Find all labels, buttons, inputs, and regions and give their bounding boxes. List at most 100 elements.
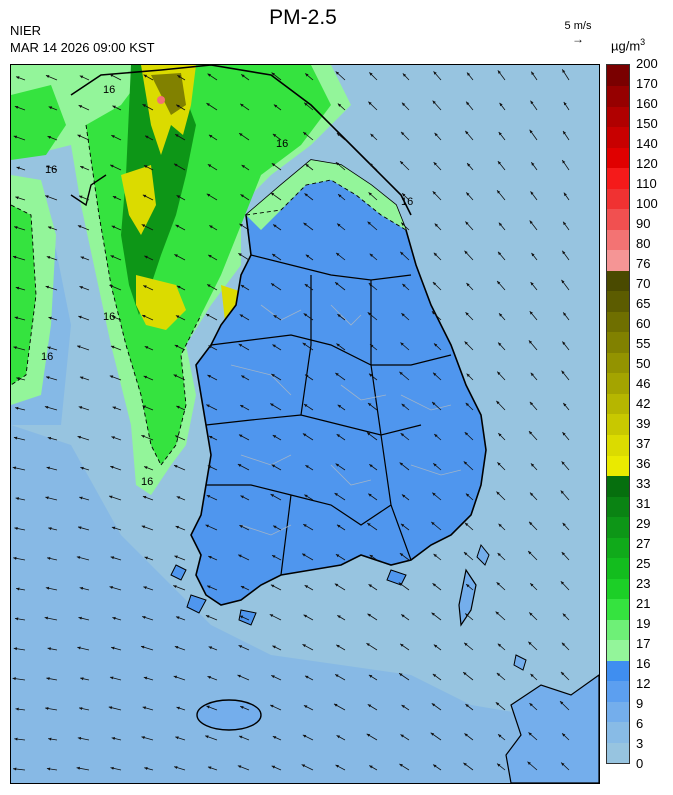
wind-arrowhead bbox=[238, 253, 242, 257]
wind-arrowhead bbox=[497, 643, 502, 647]
wind-arrowhead bbox=[208, 345, 213, 349]
wind-arrowhead bbox=[434, 434, 438, 438]
wind-arrowhead bbox=[239, 223, 243, 227]
wind-arrowhead bbox=[143, 74, 148, 78]
wind-arrowhead bbox=[48, 316, 52, 320]
wind-arrowhead bbox=[273, 104, 278, 108]
legend-tick-label: 33 bbox=[636, 476, 651, 491]
wind-arrowhead bbox=[176, 496, 181, 500]
wind-arrowhead bbox=[45, 75, 50, 78]
legend-swatch bbox=[607, 639, 629, 661]
wind-arrowhead bbox=[367, 312, 372, 316]
legend-colorbar bbox=[606, 64, 630, 764]
wind-arrowhead bbox=[402, 73, 407, 77]
wind-arrowhead bbox=[109, 676, 114, 680]
map-frame: 16 16 16 16 16 16 16 bbox=[10, 64, 600, 784]
wind-arrowhead bbox=[335, 554, 340, 558]
wind-arrowhead bbox=[208, 646, 213, 650]
wind-arrowhead bbox=[400, 433, 405, 437]
wind-arrowhead bbox=[14, 737, 18, 741]
wind-arrowhead bbox=[433, 463, 437, 467]
province-boundary bbox=[206, 484, 392, 526]
wind-arrowhead bbox=[77, 345, 81, 349]
province-boundary bbox=[250, 254, 412, 281]
wind-arrowhead bbox=[498, 131, 502, 136]
wind-arrowhead bbox=[496, 491, 500, 495]
pm-zone-yellow bbox=[136, 275, 186, 330]
wind-arrowhead bbox=[272, 435, 277, 439]
wind-arrowhead bbox=[208, 134, 213, 138]
wind-arrowhead bbox=[530, 583, 534, 587]
wind-arrowhead bbox=[400, 643, 404, 647]
legend-labels: 0 3 6 9 12 16 17 19 21 23 25 27 29 31 33 36 37 39 42 46 50 55… bbox=[636, 57, 673, 774]
wind-arrowhead bbox=[497, 763, 501, 767]
wind-arrowhead bbox=[336, 132, 341, 137]
wind-arrowhead bbox=[497, 462, 501, 466]
wind-arrowhead bbox=[142, 706, 147, 710]
wind-arrowhead bbox=[432, 191, 437, 195]
wind-arrowhead bbox=[336, 343, 340, 347]
wind-arrowhead bbox=[46, 767, 51, 771]
wind-arrowhead bbox=[432, 100, 436, 104]
wind-arrowhead bbox=[271, 72, 275, 76]
wind-arrowhead bbox=[433, 553, 437, 558]
wind-arrowhead bbox=[176, 706, 180, 710]
wind-arrowhead bbox=[305, 73, 309, 77]
wind-arrowhead bbox=[529, 220, 533, 224]
wind-arrowhead bbox=[497, 161, 502, 165]
wind-arrowhead bbox=[173, 374, 178, 378]
district-boundary bbox=[240, 454, 292, 466]
wind-arrowhead bbox=[465, 493, 470, 497]
legend-tick-label: 37 bbox=[636, 436, 651, 451]
contour-labels: 16 16 16 16 16 16 16 bbox=[41, 84, 413, 488]
wind-arrowhead bbox=[465, 221, 469, 225]
wind-arrowhead bbox=[530, 100, 534, 105]
wind-arrowhead bbox=[464, 432, 469, 436]
wind-arrowhead bbox=[47, 346, 51, 350]
wind-reference-arrow-icon: → bbox=[572, 32, 584, 46]
wind-arrowhead bbox=[79, 586, 84, 590]
wind-vectors bbox=[12, 69, 570, 771]
wind-arrowhead bbox=[303, 705, 308, 709]
wind-arrowhead bbox=[13, 647, 18, 651]
wind-arrowhead bbox=[176, 405, 180, 409]
wind-arrowhead bbox=[175, 134, 179, 138]
wind-arrowhead bbox=[175, 315, 180, 319]
wind-arrowhead bbox=[398, 582, 403, 586]
wind-arrowhead bbox=[15, 497, 20, 501]
wind-arrowhead bbox=[304, 102, 308, 106]
wind-arrowhead bbox=[336, 252, 340, 257]
wind-arrowhead bbox=[173, 675, 178, 679]
legend-swatch bbox=[607, 290, 629, 312]
wind-arrowhead bbox=[498, 342, 502, 346]
wind-arrowhead bbox=[463, 672, 467, 676]
wind-arrowhead bbox=[466, 373, 470, 377]
wind-arrowhead bbox=[205, 524, 210, 528]
wind-arrowhead bbox=[110, 164, 114, 168]
wind-arrowhead bbox=[400, 161, 404, 165]
wind-arrowhead bbox=[399, 553, 404, 557]
wind-arrowhead bbox=[80, 677, 84, 681]
wind-arrowhead bbox=[269, 614, 274, 618]
legend-swatch bbox=[607, 249, 629, 271]
legend-swatch bbox=[607, 475, 629, 497]
wind-arrowhead bbox=[208, 254, 212, 258]
wind-arrowhead bbox=[238, 554, 242, 558]
legend-tick-label: 70 bbox=[636, 276, 651, 291]
island bbox=[238, 609, 257, 626]
district-boundary bbox=[410, 464, 462, 476]
wind-arrowhead bbox=[529, 129, 533, 134]
legend-tick-label: 39 bbox=[636, 416, 651, 431]
wind-arrowhead bbox=[237, 674, 241, 678]
wind-arrowhead bbox=[173, 585, 177, 589]
wind-arrowhead bbox=[141, 435, 145, 438]
wind-arrowhead bbox=[48, 106, 53, 110]
wind-arrowhead bbox=[431, 612, 435, 616]
legend-tick-label: 16 bbox=[636, 656, 651, 671]
wind-arrowhead bbox=[561, 370, 565, 375]
legend-swatch bbox=[607, 578, 629, 600]
wind-arrowhead bbox=[16, 76, 20, 80]
island bbox=[458, 568, 477, 627]
wind-arrowhead bbox=[238, 735, 243, 739]
wind-arrowhead bbox=[142, 615, 146, 619]
